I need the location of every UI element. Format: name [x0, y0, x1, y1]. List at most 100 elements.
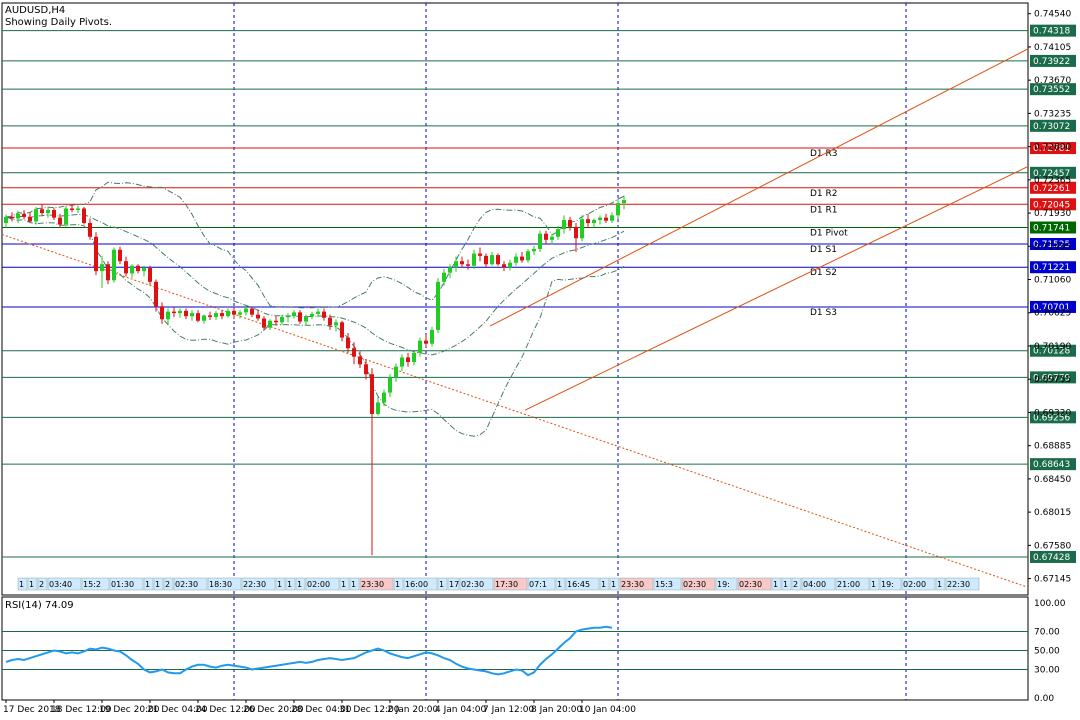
- candle-body-17: [106, 264, 110, 281]
- candle-body-99: [598, 217, 602, 220]
- candle-body-93: [562, 219, 566, 230]
- candle-body-83: [502, 264, 506, 268]
- session-marker-bg-6: [143, 577, 154, 591]
- candle-body-97: [586, 219, 590, 223]
- candle-body-36: [220, 313, 224, 317]
- rsi-tick-3: 30.00: [1034, 666, 1060, 676]
- price-tick-2: 0.73670: [1034, 76, 1071, 86]
- candle-body-84: [508, 262, 512, 268]
- candle-body-31: [190, 313, 194, 317]
- pivot-label-d1-s1: D1 S1: [810, 245, 837, 255]
- session-marker-9: 02:30: [175, 580, 198, 589]
- candle-body-28: [172, 311, 176, 314]
- session-marker-bg-34: [737, 577, 772, 591]
- time-label-1: 18 Dec 12:00: [51, 705, 112, 715]
- session-marker-bg-38: [801, 577, 836, 591]
- session-marker-34: 02:30: [739, 580, 762, 589]
- rsi-tick-1: 70.00: [1034, 628, 1060, 638]
- rsi-panel-frame: [1, 596, 1029, 701]
- level-tag-8: 0.71741: [1033, 224, 1070, 234]
- level-tag-bg-15: [1030, 458, 1076, 471]
- time-label-2: 19 Dec 20:00: [99, 705, 160, 715]
- symbol-title: AUDUSD,H4: [5, 5, 66, 16]
- candle-body-48: [292, 312, 296, 317]
- level-tag-6: 0.72261: [1033, 184, 1070, 194]
- session-marker-bg-41: [879, 577, 902, 591]
- session-marker-43: 1: [937, 580, 942, 589]
- session-marker-bg-10: [207, 577, 242, 591]
- session-marker-bg-12: [275, 577, 286, 591]
- candle-body-88: [532, 248, 536, 252]
- level-tag-4: 0.72781: [1033, 144, 1070, 154]
- band-upper: [5, 181, 625, 309]
- session-marker-bg-3: [47, 577, 82, 591]
- session-marker-17: 1: [351, 580, 356, 589]
- pivot-label-d1-s2: D1 S2: [810, 268, 837, 278]
- candle-body-79: [478, 253, 482, 256]
- candle-body-89: [538, 233, 542, 249]
- price-tick-9: 0.70625: [1034, 309, 1071, 319]
- level-tag-bg-14: [1030, 411, 1076, 424]
- session-marker-25: 07:1: [529, 580, 547, 589]
- candle-body-13: [82, 208, 86, 223]
- session-marker-19: 1: [395, 580, 400, 589]
- candle-body-49: [298, 312, 302, 322]
- session-marker-20: 16:00: [405, 580, 428, 589]
- session-marker-24: 17:30: [495, 580, 518, 589]
- level-tag-bg-11: [1030, 300, 1076, 313]
- session-marker-bg-36: [781, 577, 792, 591]
- candle-body-59: [358, 356, 362, 365]
- level-tag-bg-9: [1030, 238, 1076, 251]
- session-marker-33: 19:: [717, 580, 730, 589]
- session-marker-bg-20: [403, 577, 438, 591]
- candle-body-63: [382, 392, 386, 403]
- level-tag-bg-12: [1030, 344, 1076, 357]
- session-marker-bg-17: [349, 577, 360, 591]
- candle-body-101: [610, 215, 614, 221]
- chart-subtitle: Showing Daily Pivots.: [5, 17, 113, 28]
- level-tag-10: 0.71221: [1033, 263, 1070, 273]
- band-lower: [5, 216, 625, 437]
- level-tag-13: 0.69779: [1033, 373, 1070, 383]
- session-marker-bg-37: [791, 577, 802, 591]
- candle-body-92: [556, 229, 560, 237]
- price-tick-13: 0.68885: [1034, 442, 1071, 452]
- price-tick-12: 0.69320: [1034, 408, 1071, 418]
- candle-body-68: [412, 352, 416, 363]
- candle-body-19: [118, 249, 122, 262]
- session-marker-bg-4: [81, 577, 110, 591]
- session-marker-0: 1: [19, 580, 24, 589]
- candle-body-95: [574, 226, 578, 239]
- session-marker-11: 22:30: [243, 580, 266, 589]
- candle-body-37: [226, 310, 230, 317]
- session-marker-bg-30: [619, 577, 654, 591]
- level-tag-bg-7: [1030, 198, 1076, 211]
- time-label-12: 10 Jan 04:00: [579, 705, 636, 715]
- candle-body-76: [460, 261, 464, 265]
- session-marker-3: 03:40: [49, 580, 72, 589]
- candle-body-52: [316, 311, 320, 314]
- level-tag-bg-1: [1030, 54, 1076, 67]
- session-marker-35: 1: [773, 580, 778, 589]
- candle-body-12: [76, 208, 80, 211]
- candle-body-3: [22, 213, 26, 217]
- candle-body-16: [100, 264, 104, 272]
- candle-body-85: [514, 256, 518, 263]
- candle-body-20: [124, 261, 128, 274]
- candle-body-21: [130, 265, 134, 274]
- candle-body-73: [442, 272, 446, 282]
- time-label-10: 7 Jan 12:00: [483, 705, 535, 715]
- price-tick-16: 0.67580: [1034, 541, 1071, 551]
- price-tick-1: 0.74105: [1034, 43, 1071, 53]
- candle-body-91: [550, 236, 554, 240]
- session-marker-32: 02:30: [683, 580, 706, 589]
- candle-body-0: [4, 216, 8, 223]
- candle-body-25: [154, 281, 158, 307]
- candle-body-43: [262, 318, 266, 328]
- candle-body-30: [184, 310, 188, 317]
- session-marker-39: 21:00: [837, 580, 860, 589]
- session-marker-bg-19: [393, 577, 404, 591]
- pivot-label-d1-s3: D1 S3: [810, 308, 837, 318]
- time-label-3: 21 Dec 04:00: [147, 705, 208, 715]
- candle-body-64: [388, 377, 392, 393]
